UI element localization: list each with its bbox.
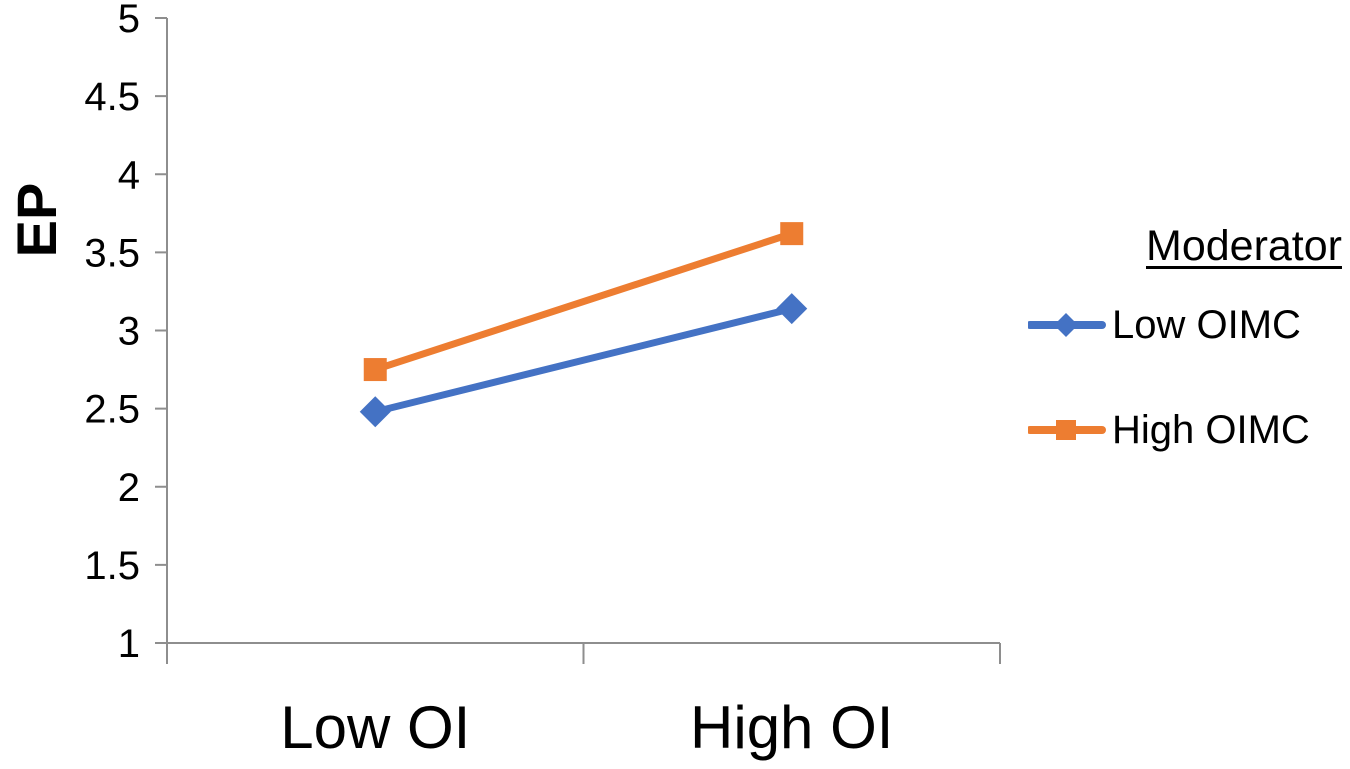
x-axis-category-label: High OI bbox=[690, 694, 893, 761]
series-line-high-oimc bbox=[371, 230, 796, 374]
y-axis-tick-label: 2 bbox=[118, 466, 140, 510]
y-axis-tick-label: 2.5 bbox=[84, 388, 140, 432]
y-axis-tick-label: 1 bbox=[118, 622, 140, 666]
y-axis-tick-label: 4.5 bbox=[84, 75, 140, 119]
data-point-marker-low-oimc bbox=[776, 293, 808, 325]
y-axis-title: EP bbox=[5, 183, 68, 258]
y-axis-tick-label: 5 bbox=[118, 0, 140, 41]
data-point-marker-high-oimc bbox=[780, 222, 804, 246]
y-axis-tick-label: 3 bbox=[118, 310, 140, 354]
data-point-marker-high-oimc bbox=[363, 358, 387, 382]
y-axis-tick-label: 1.5 bbox=[84, 544, 140, 588]
x-axis-category-label: Low OI bbox=[280, 694, 470, 761]
series-line-low-oimc bbox=[371, 305, 796, 416]
data-point-marker-low-oimc bbox=[359, 396, 391, 428]
y-axis-tick-label: 4 bbox=[118, 153, 140, 197]
y-axis-tick-label: 3.5 bbox=[84, 231, 140, 275]
